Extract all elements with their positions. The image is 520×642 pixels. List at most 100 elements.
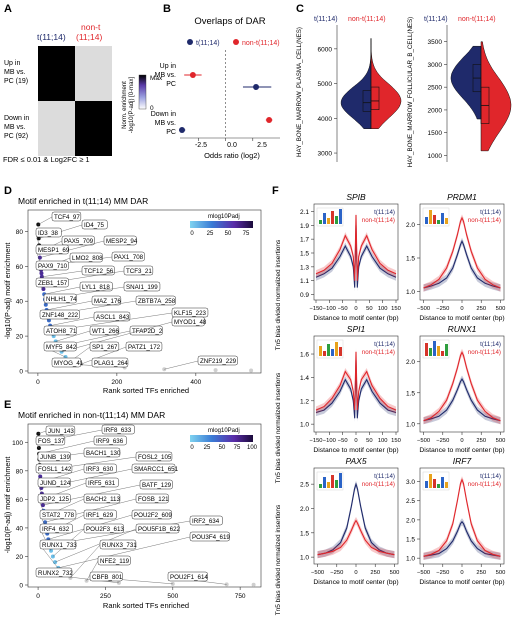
motif-label-box <box>135 523 180 534</box>
footprint-xtick-label: −500 <box>417 438 430 444</box>
footprint-ci-band <box>423 214 501 292</box>
footprint-ci-band <box>423 237 501 292</box>
forest-plot <box>179 50 273 141</box>
motif-label-box <box>83 463 117 474</box>
motif-d-xlabel: Rank sorted TFs enriched <box>103 386 189 395</box>
footprint-ytick-label: 1.3 <box>300 264 309 271</box>
footprint-xtick-label: −50 <box>338 306 348 312</box>
motif-leader-line <box>38 216 53 225</box>
motif-label: ZNF219_229 <box>200 358 237 365</box>
motif-label: SP1_267 <box>92 344 118 351</box>
heatmap-cbar-min: 0 <box>150 105 154 112</box>
heatmap-row-up-2: MB vs. <box>4 69 25 76</box>
footprint-xtick-label: 500 <box>496 570 506 576</box>
motif-logo-letter <box>335 342 338 356</box>
heatmap-row-down-1: Down in <box>4 115 29 122</box>
motif-label-box <box>125 341 163 352</box>
footprint-xtick-label: 250 <box>476 438 486 444</box>
panel-f: F Tn5 bias divided normalized insertions… <box>272 185 505 615</box>
motif-label-box <box>189 531 230 542</box>
motif-label-box <box>39 523 73 534</box>
motif-label: CBFB_801 <box>92 574 123 581</box>
motif-label: ID4_75 <box>84 222 105 229</box>
footprint-xtick-label: 250 <box>476 570 486 576</box>
motif-label: IRF1_629 <box>86 512 114 519</box>
forest-legend-nont: non-t(11;14) <box>242 40 280 47</box>
footprint-title: RUNX1 <box>448 324 477 334</box>
forest-row-down-3: PC <box>166 129 176 136</box>
motif-logo-icon <box>316 207 344 227</box>
footprint-ytick-label: 1.5 <box>406 256 415 263</box>
motif-label: IRF3_630 <box>86 466 114 473</box>
footprint-legend-t1114: t(11;14) <box>374 209 395 216</box>
motif-label-box <box>37 477 71 488</box>
motif-label: JUNB_139 <box>40 454 70 461</box>
violin-ytick-label: 1500 <box>428 130 443 137</box>
motif-label: FOSB_121 <box>138 496 169 503</box>
motif-label: PAX1_708 <box>114 254 144 261</box>
footprint-ci-band <box>317 480 395 559</box>
footprint-line <box>423 216 501 289</box>
footprint-ci-band <box>423 375 501 425</box>
motif-label: POU5F1B_622 <box>138 526 181 533</box>
motif-logo-letter <box>425 343 428 356</box>
footprint-xtick-label: −500 <box>311 570 324 576</box>
motif-point <box>213 368 218 373</box>
footprint-ci-band <box>317 517 395 559</box>
motif-label: MYF5_842 <box>46 344 77 351</box>
motif-label-box <box>37 451 71 462</box>
motif-leader-line <box>39 240 105 258</box>
footprint-ytick-label: 1.0 <box>406 421 415 428</box>
motif-label-box <box>89 341 120 352</box>
motif-label: IRF2_634 <box>192 518 220 525</box>
motif-leader-line <box>41 270 83 277</box>
footprint-xtick-label: 0 <box>460 306 463 312</box>
footprint-legend-nont: non-t(11;14) <box>468 217 501 224</box>
footprint-ytick-label: 1.5 <box>406 537 415 544</box>
footprint-line <box>423 351 501 422</box>
motif-ytick-label: 20 <box>16 554 24 561</box>
motif-label: ID3_38 <box>38 230 59 237</box>
motif-label-box <box>103 235 137 246</box>
motif-label: PAX5_709 <box>64 238 94 245</box>
motif-label-box <box>123 281 161 292</box>
motif-label-box <box>35 567 73 578</box>
violin-ytick-label: 3500 <box>428 39 443 46</box>
footprint-line <box>423 378 501 422</box>
motif-d-ylabel: -log10(P-adj) motif enrichment <box>3 243 12 340</box>
footprint-legend-nont: non-t(11;14) <box>468 481 501 488</box>
footprint-xlabel: Distance to motif center (bp) <box>419 315 504 322</box>
motif-label-box <box>61 235 95 246</box>
footprint-line <box>315 351 397 411</box>
motif-leader-line <box>164 360 199 370</box>
motif-logo-letter <box>433 479 436 488</box>
motif-logo-letter <box>319 346 322 356</box>
motif-label: BACH2_113 <box>86 496 120 503</box>
footprint-title: SPIB <box>346 192 366 202</box>
violin-right-legend-t1114: t(11;14) <box>424 16 448 23</box>
motif-label-box <box>91 357 129 368</box>
footprint-xtick-label: −150 <box>309 438 322 444</box>
motif-label: ATOH8_71 <box>46 328 77 335</box>
motif-logo-letter <box>319 220 322 224</box>
motif-logo-letter <box>441 477 444 488</box>
motif-logo-letter <box>445 218 448 224</box>
motif-label: ZEB1_157 <box>38 280 68 287</box>
motif-e-cbar-title: mlog10Padj <box>208 428 240 434</box>
motif-logo-icon <box>422 471 450 491</box>
motif-label-box <box>171 316 205 327</box>
footprint-line <box>315 214 397 281</box>
motif-e-cbar-tick-2: 25 <box>204 445 211 451</box>
motif-e-cbar-tick-4: 75 <box>234 445 241 451</box>
motif-label-box <box>51 357 82 368</box>
motif-label: MESP1_69 <box>38 247 70 254</box>
motif-d-frame <box>27 209 262 374</box>
motif-label-box <box>101 424 135 435</box>
footprint-ytick-label: 1.2 <box>300 398 309 405</box>
motif-label: NHLH1_74 <box>46 296 77 303</box>
footprint-xtick-label: −100 <box>323 306 336 312</box>
motif-label: POU2F1_614 <box>170 574 208 581</box>
motif-logo-letter <box>429 348 432 356</box>
motif-logo-letter <box>437 484 440 488</box>
motif-label: POU2F3_613 <box>86 526 124 533</box>
